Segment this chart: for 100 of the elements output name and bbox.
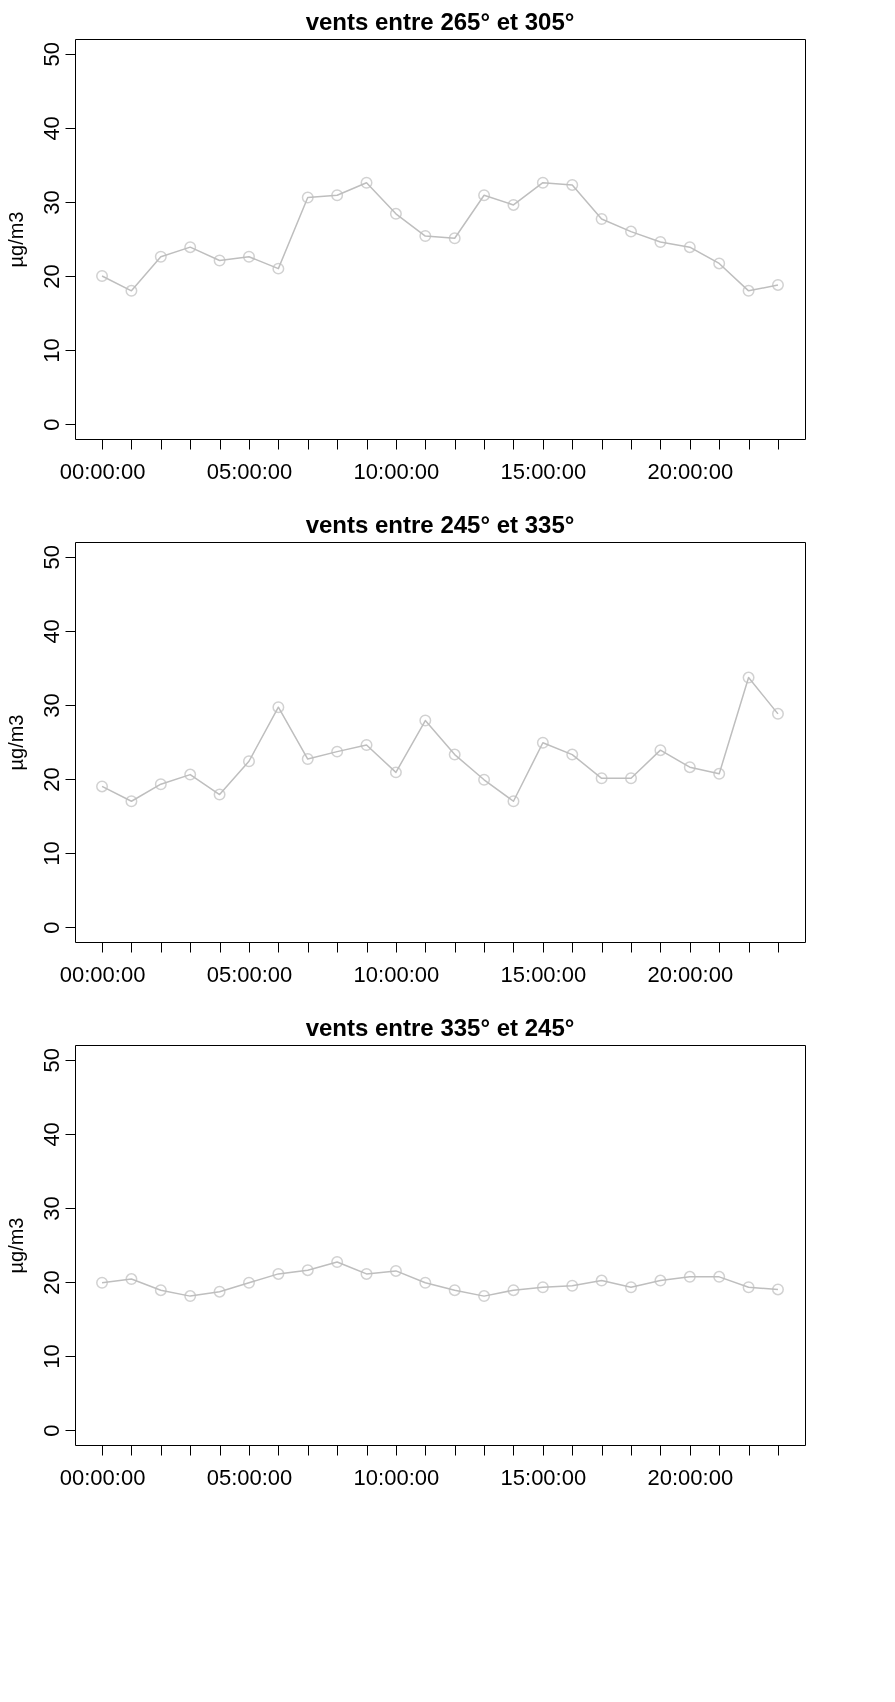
y-tick-label: 20 [38, 264, 64, 289]
point [771, 278, 784, 291]
point [242, 1276, 255, 1289]
point [507, 198, 520, 211]
point [625, 225, 638, 238]
point [713, 767, 726, 780]
point [742, 1281, 755, 1294]
y-tick-label: 50 [38, 1048, 64, 1073]
point [125, 795, 138, 808]
point [360, 738, 373, 751]
chart-title: vents entre 265° et 305° [305, 8, 575, 35]
x-tick-label: 00:00:00 [59, 458, 146, 484]
point [301, 191, 314, 204]
point [654, 1274, 667, 1287]
point [536, 736, 549, 749]
point [683, 761, 696, 774]
point [272, 701, 285, 714]
x-tick-label: 05:00:00 [206, 961, 293, 987]
x-tick-label: 15:00:00 [500, 458, 587, 484]
y-axis-title: µg/m3 [4, 714, 27, 771]
y-tick-label: 50 [38, 545, 64, 570]
point [125, 1273, 138, 1286]
point [125, 284, 138, 297]
y-tick-label: 40 [38, 619, 64, 644]
y-tick-label: 30 [38, 693, 64, 718]
point [184, 241, 197, 254]
y-tick-label: 0 [38, 921, 64, 934]
point [742, 671, 755, 684]
point [213, 1285, 226, 1298]
point [566, 748, 579, 761]
point [331, 1256, 344, 1269]
point [478, 189, 491, 202]
point [242, 755, 255, 768]
point [213, 788, 226, 801]
x-tick-label: 05:00:00 [206, 1464, 293, 1490]
y-tick-label: 10 [38, 338, 64, 363]
point [360, 176, 373, 189]
point [742, 284, 755, 297]
y-tick-label: 20 [38, 1270, 64, 1295]
point [625, 1281, 638, 1294]
point [713, 1270, 726, 1283]
y-tick-label: 40 [38, 1122, 64, 1147]
y-tick-label: 40 [38, 116, 64, 141]
y-tick-label: 10 [38, 1344, 64, 1369]
point [478, 773, 491, 786]
point [771, 707, 784, 720]
point [419, 714, 432, 727]
point [389, 766, 402, 779]
chart-title: vents entre 335° et 245° [305, 1014, 575, 1041]
point [713, 257, 726, 270]
point [771, 1283, 784, 1296]
point [625, 772, 638, 785]
y-tick-label: 0 [38, 1424, 64, 1437]
point [566, 1279, 579, 1292]
point [96, 780, 109, 793]
x-tick-label: 10:00:00 [353, 961, 440, 987]
point [448, 748, 461, 761]
x-tick-label: 05:00:00 [206, 458, 293, 484]
y-tick-label: 30 [38, 190, 64, 215]
y-tick-label: 20 [38, 767, 64, 792]
point [331, 745, 344, 758]
point [419, 230, 432, 243]
y-tick-label: 0 [38, 418, 64, 431]
point [595, 213, 608, 225]
point [360, 1267, 373, 1280]
point [595, 772, 608, 785]
point [154, 1284, 167, 1297]
y-tick-label: 30 [38, 1196, 64, 1221]
point [478, 1290, 491, 1303]
point [595, 1274, 608, 1287]
point [184, 1290, 197, 1303]
point [301, 1264, 314, 1277]
point [654, 235, 667, 248]
point [683, 241, 696, 254]
point [419, 1276, 432, 1289]
x-tick-label: 10:00:00 [353, 458, 440, 484]
point [154, 250, 167, 263]
point [184, 768, 197, 781]
point [331, 189, 344, 202]
point [536, 176, 549, 189]
point [272, 1267, 285, 1280]
point [96, 270, 109, 283]
x-tick-label: 20:00:00 [647, 458, 734, 484]
x-tick-label: 20:00:00 [647, 1464, 734, 1490]
x-tick-label: 00:00:00 [59, 961, 146, 987]
point [566, 178, 579, 191]
point [242, 250, 255, 263]
point [448, 1284, 461, 1297]
y-axis-title: µg/m3 [4, 211, 27, 268]
point [154, 778, 167, 791]
chart-title: vents entre 245° et 335° [305, 511, 575, 538]
point [683, 1270, 696, 1283]
point [654, 744, 667, 757]
point [507, 1284, 520, 1297]
x-tick-label: 15:00:00 [500, 1464, 587, 1490]
x-tick-label: 15:00:00 [500, 961, 587, 987]
point [96, 1276, 109, 1289]
point [389, 1264, 402, 1277]
y-axis-title: µg/m3 [4, 1217, 27, 1274]
point [448, 232, 461, 245]
